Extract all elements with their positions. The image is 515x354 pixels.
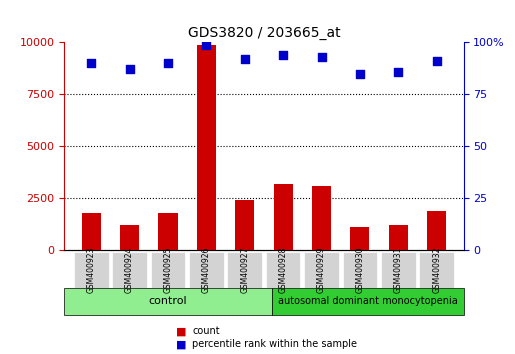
FancyBboxPatch shape [342, 252, 377, 288]
Point [317, 54, 325, 60]
FancyBboxPatch shape [74, 252, 109, 288]
Bar [273, 184, 293, 250]
Bar [82, 213, 101, 250]
Title: GDS3820 / 203665_at: GDS3820 / 203665_at [187, 26, 340, 40]
Text: GSM400926: GSM400926 [202, 247, 211, 293]
FancyBboxPatch shape [228, 252, 262, 288]
Text: GSM400923: GSM400923 [87, 247, 96, 293]
Point [164, 61, 172, 66]
Text: ■: ■ [176, 326, 186, 336]
Bar [197, 45, 216, 250]
Point [241, 56, 249, 62]
FancyBboxPatch shape [419, 252, 454, 288]
Text: ■: ■ [176, 339, 186, 349]
Text: GSM400929: GSM400929 [317, 247, 326, 293]
Text: GSM400932: GSM400932 [432, 247, 441, 293]
Text: GSM400931: GSM400931 [394, 247, 403, 293]
Bar [312, 186, 331, 250]
FancyBboxPatch shape [381, 252, 416, 288]
Text: percentile rank within the sample: percentile rank within the sample [192, 339, 357, 349]
Bar [235, 200, 254, 250]
Point [87, 61, 95, 66]
Text: disease state: disease state [0, 353, 1, 354]
FancyBboxPatch shape [151, 252, 185, 288]
Point [394, 69, 402, 74]
FancyBboxPatch shape [304, 252, 339, 288]
Point [433, 58, 441, 64]
Bar [350, 227, 369, 250]
Text: autosomal dominant monocytopenia: autosomal dominant monocytopenia [278, 296, 457, 307]
Text: count: count [192, 326, 220, 336]
Point [279, 52, 287, 58]
FancyBboxPatch shape [64, 288, 271, 315]
Point [126, 67, 134, 72]
FancyBboxPatch shape [189, 252, 224, 288]
Bar [389, 225, 408, 250]
FancyBboxPatch shape [266, 252, 300, 288]
Text: GSM400928: GSM400928 [279, 247, 287, 293]
Bar [427, 211, 446, 250]
FancyBboxPatch shape [271, 288, 464, 315]
FancyBboxPatch shape [112, 252, 147, 288]
Point [202, 42, 211, 47]
Bar [159, 213, 178, 250]
Text: GSM400925: GSM400925 [163, 247, 173, 293]
Point [356, 71, 364, 76]
Text: GSM400924: GSM400924 [125, 247, 134, 293]
Text: GSM400930: GSM400930 [355, 247, 365, 293]
Text: control: control [149, 296, 187, 307]
Text: GSM400927: GSM400927 [241, 247, 249, 293]
Bar [120, 225, 139, 250]
